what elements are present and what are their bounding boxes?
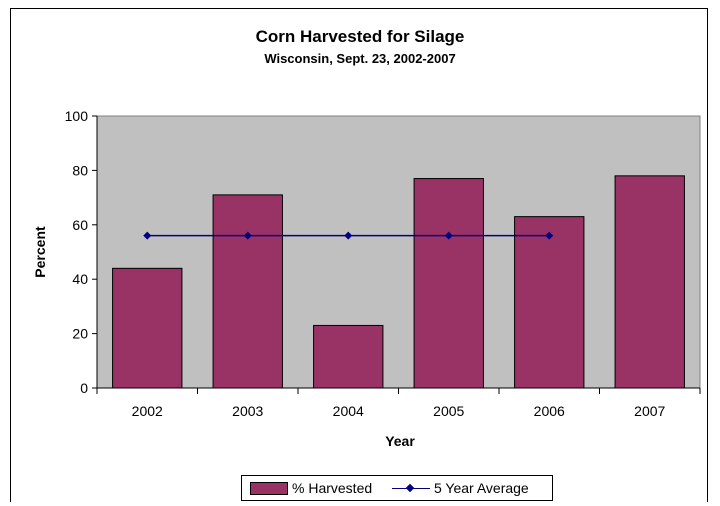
legend-label-average: 5 Year Average: [434, 480, 529, 496]
y-tick-label: 0: [80, 380, 88, 396]
x-tick-label: 2004: [333, 403, 364, 419]
bar-2004: [313, 324, 384, 389]
y-tick-label: 100: [65, 108, 89, 124]
bar-2007: [614, 175, 685, 389]
average-marker-2004: [344, 231, 353, 240]
y-tick-label: 60: [72, 217, 88, 233]
bar-2002: [112, 267, 183, 389]
average-marker-2006: [545, 231, 554, 240]
y-tick-label: 40: [72, 271, 88, 287]
plot-area: [96, 115, 701, 389]
x-tick-label: 2003: [232, 403, 263, 419]
legend-item-harvested: % Harvested: [250, 480, 372, 496]
y-axis-title: Percent: [32, 226, 48, 278]
average-marker-2002: [143, 231, 152, 240]
x-axis-title: Year: [385, 433, 415, 449]
average-marker-2003: [243, 231, 252, 240]
y-tick-label: 20: [72, 326, 88, 342]
x-tick-label: 2002: [132, 403, 163, 419]
legend-swatch-average: [392, 482, 430, 495]
bar-2006: [514, 216, 585, 389]
chart-subtitle: Wisconsin, Sept. 23, 2002-2007: [264, 51, 456, 66]
legend-swatch-harvested: [250, 481, 288, 495]
bar-2005: [413, 178, 484, 389]
x-tick-label: 2006: [534, 403, 565, 419]
bar-2003: [212, 194, 283, 389]
legend-label-harvested: % Harvested: [292, 480, 373, 496]
x-tick-label: 2005: [433, 403, 464, 419]
chart-legend: % Harvested 5 Year Average: [241, 475, 553, 501]
y-tick-label: 80: [72, 162, 88, 178]
chart-title: Corn Harvested for Silage: [255, 27, 465, 46]
average-marker-2005: [444, 231, 453, 240]
x-tick-label: 2007: [634, 403, 665, 419]
legend-item-average: 5 Year Average: [392, 480, 529, 496]
